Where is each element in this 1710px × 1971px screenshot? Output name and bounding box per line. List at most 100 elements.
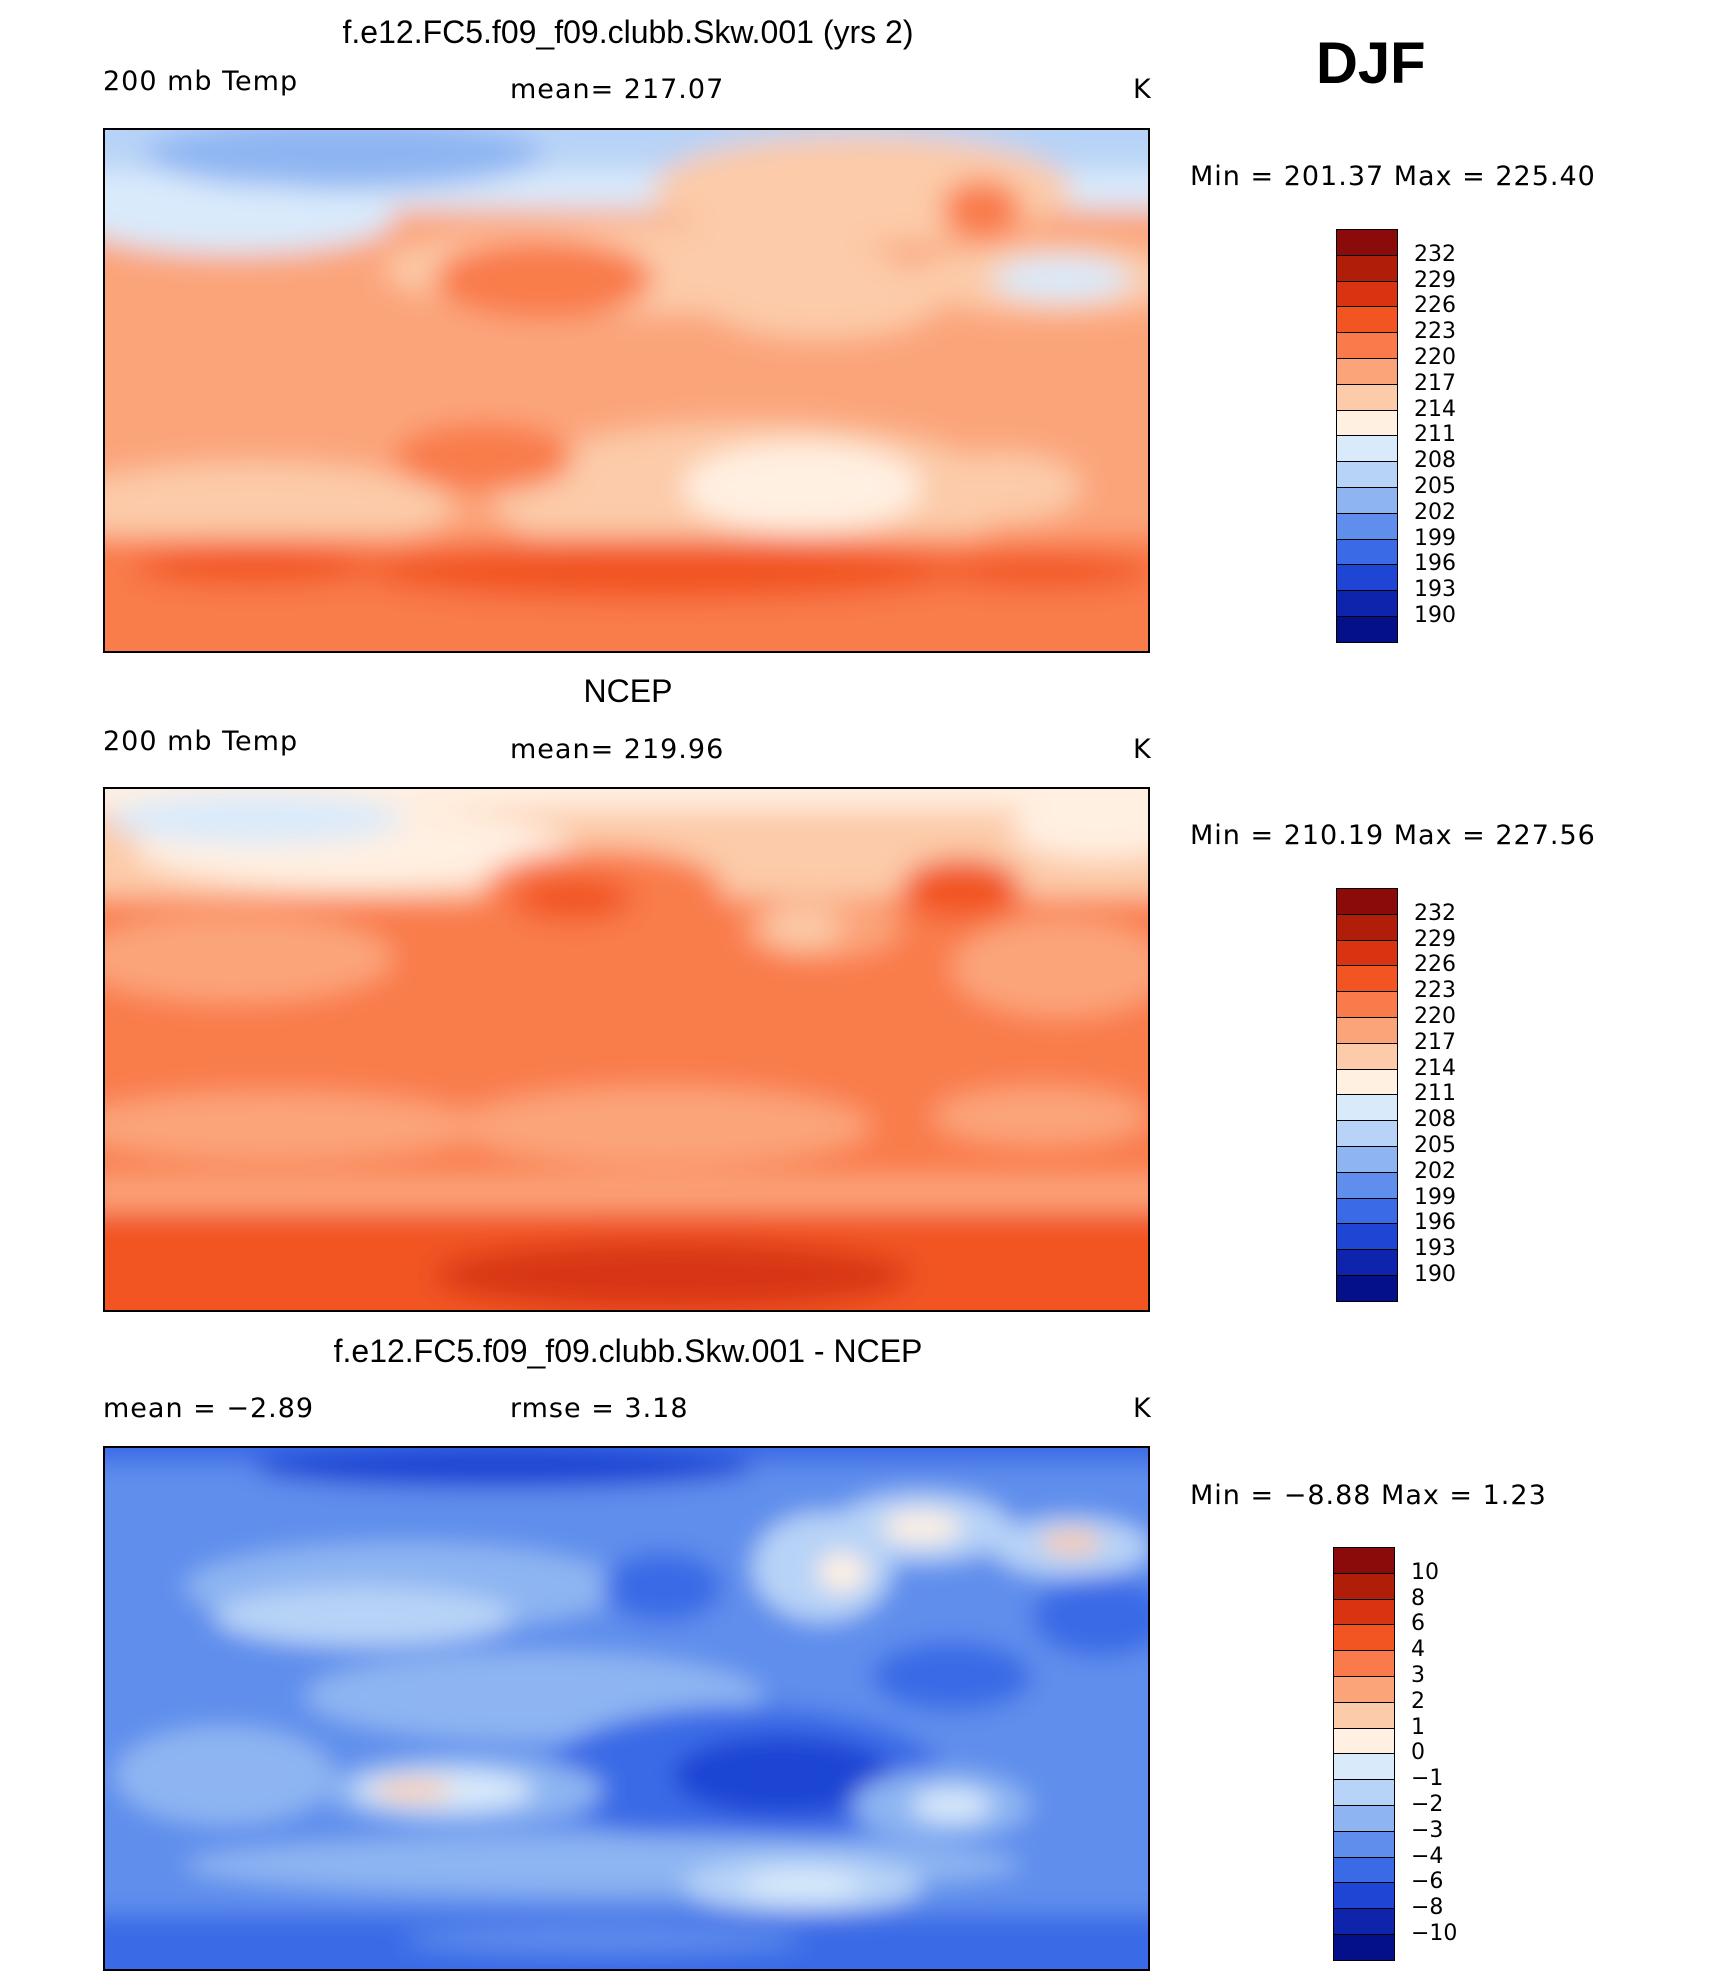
colorbar-swatch — [1333, 1830, 1395, 1858]
colorbar-swatch — [1333, 1624, 1395, 1652]
colorbar-tick-label: 232 — [1414, 900, 1456, 926]
panel-1-units: K — [1133, 74, 1152, 105]
colorbar-swatch — [1336, 383, 1398, 411]
colorbar-swatch — [1333, 1727, 1395, 1755]
colorbar-swatch — [1333, 1676, 1395, 1703]
panel-3-mean: mean = −2.89 — [103, 1393, 315, 1424]
panel-3-contour-map — [105, 1448, 1148, 1969]
colorbar-tick-label: 205 — [1414, 1133, 1456, 1158]
colorbar-tick-label: −2 — [1411, 1792, 1444, 1817]
colorbar-tick-label: 217 — [1414, 370, 1456, 396]
colorbar-tick-label: −3 — [1411, 1817, 1444, 1843]
colorbar-tick-label: 0 — [1411, 1740, 1425, 1766]
colorbar-swatch — [1336, 409, 1398, 437]
colorbar-swatch — [1333, 1547, 1395, 1574]
colorbar-swatch — [1336, 229, 1398, 256]
colorbar-swatch — [1333, 1934, 1395, 1961]
colorbar-swatch — [1336, 1017, 1398, 1044]
colorbar-tick-label: 202 — [1414, 1158, 1456, 1184]
colorbar-tick-label: 3 — [1411, 1663, 1425, 1688]
colorbar-tick-label: 232 — [1414, 241, 1456, 267]
colorbar-tick-label: 6 — [1411, 1611, 1425, 1637]
colorbar-tick-label: −10 — [1411, 1921, 1458, 1946]
panel-2-units: K — [1133, 734, 1152, 765]
colorbar-swatch — [1336, 1068, 1398, 1096]
colorbar-tick-label: 1 — [1411, 1714, 1425, 1740]
panel-1-contour-map — [105, 130, 1148, 651]
colorbar-tick-label: 8 — [1411, 1585, 1425, 1611]
colorbar-swatch — [1333, 1882, 1395, 1910]
colorbar-tick-label: 196 — [1414, 1210, 1456, 1236]
colorbar-tick-label: 4 — [1411, 1637, 1425, 1663]
colorbar-swatch — [1333, 1753, 1395, 1781]
colorbar-tick-label: 229 — [1414, 926, 1456, 952]
colorbar-swatch — [1336, 1197, 1398, 1225]
colorbar-tick-label: 190 — [1414, 603, 1456, 628]
colorbar-swatch — [1336, 913, 1398, 941]
colorbar-tick-label: 214 — [1414, 396, 1456, 422]
colorbar-tick-label: 217 — [1414, 1029, 1456, 1055]
colorbar-swatch — [1336, 1275, 1398, 1302]
colorbar-tick-label: −4 — [1411, 1843, 1444, 1869]
colorbar-swatch — [1336, 965, 1398, 993]
colorbar-swatch — [1336, 590, 1398, 617]
colorbar-tick-label: 226 — [1414, 952, 1456, 978]
colorbar-swatch — [1336, 888, 1398, 915]
colorbar-tick-label: 193 — [1414, 577, 1456, 603]
colorbar-tick-label: 199 — [1414, 525, 1456, 551]
colorbar-tick-label: 211 — [1414, 1081, 1456, 1107]
colorbar-tick-label: 223 — [1414, 978, 1456, 1004]
colorbar-tick-label: 193 — [1414, 1236, 1456, 1262]
colorbar-swatch — [1336, 332, 1398, 359]
colorbar-tick-label: 226 — [1414, 293, 1456, 319]
panel-1-variable: 200 mb Temp — [103, 66, 299, 97]
colorbar-swatch — [1336, 254, 1398, 282]
panel-2-variable: 200 mb Temp — [103, 726, 299, 757]
panel-2-mean: mean= 219.96 — [510, 734, 725, 765]
panel-2-map — [103, 787, 1150, 1312]
colorbar-swatch — [1336, 939, 1398, 967]
colorbar-swatch — [1336, 1171, 1398, 1199]
colorbar-swatch — [1333, 1650, 1395, 1677]
colorbar-tick-label: −1 — [1411, 1766, 1444, 1792]
colorbar-swatch — [1336, 306, 1398, 334]
colorbar-tick-label: 2 — [1411, 1688, 1425, 1714]
panel-2-title: NCEP — [583, 673, 673, 709]
colorbar-swatch — [1333, 1701, 1395, 1729]
panel-3-map — [103, 1446, 1150, 1971]
colorbar-tick-label: 220 — [1414, 345, 1456, 370]
colorbar-swatch — [1333, 1572, 1395, 1600]
colorbar-tick-label: 223 — [1414, 319, 1456, 345]
colorbar-tick-label: 205 — [1414, 474, 1456, 499]
colorbar-swatch — [1333, 1805, 1395, 1832]
colorbar-tick-label: 208 — [1414, 448, 1456, 474]
panel-1-map — [103, 128, 1150, 653]
colorbar-tick-label: 196 — [1414, 551, 1456, 577]
panel-1-mean: mean= 217.07 — [510, 74, 725, 105]
colorbar-swatch — [1333, 1856, 1395, 1884]
colorbar-tick-label: 214 — [1414, 1055, 1456, 1081]
colorbar-tick-label: 190 — [1414, 1262, 1456, 1287]
colorbar-swatch — [1336, 1120, 1398, 1147]
colorbar-tick-label: 220 — [1414, 1004, 1456, 1029]
colorbar-swatch — [1336, 564, 1398, 592]
panel-3-units: K — [1133, 1393, 1152, 1424]
colorbar-swatch — [1336, 461, 1398, 488]
colorbar-swatch — [1336, 991, 1398, 1018]
panel-2-minmax: Min = 210.19 Max = 227.56 — [1190, 820, 1596, 851]
colorbar-swatch — [1333, 1779, 1395, 1806]
colorbar-swatch — [1336, 435, 1398, 463]
colorbar-swatch — [1336, 1249, 1398, 1276]
colorbar-swatch — [1333, 1908, 1395, 1935]
colorbar-swatch — [1333, 1598, 1395, 1626]
panel-2-contour-map — [105, 789, 1148, 1310]
colorbar-swatch — [1336, 1146, 1398, 1173]
colorbar-tick-label: −6 — [1411, 1869, 1444, 1895]
colorbar-tick-label: 208 — [1414, 1107, 1456, 1133]
colorbar-tick-label: 229 — [1414, 267, 1456, 293]
colorbar-swatch — [1336, 616, 1398, 643]
colorbar-swatch — [1336, 1042, 1398, 1070]
colorbar-swatch — [1336, 358, 1398, 385]
colorbar-tick-label: 10 — [1411, 1559, 1439, 1585]
colorbar-tick-label: 202 — [1414, 499, 1456, 525]
